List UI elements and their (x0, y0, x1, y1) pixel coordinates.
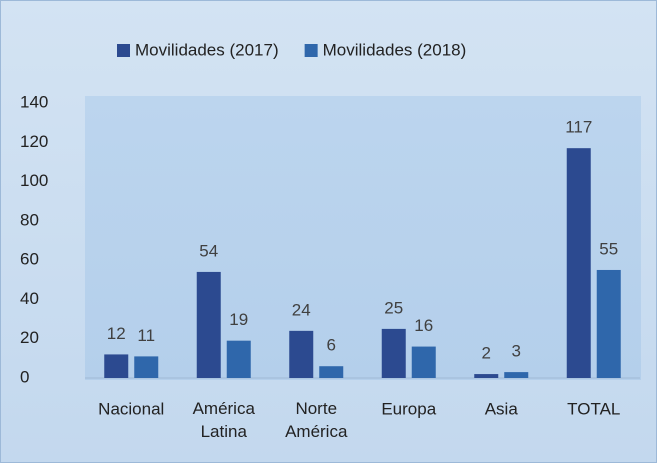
y-tick-label: 60 (20, 250, 39, 269)
bar (566, 148, 591, 378)
data-label: 16 (414, 316, 433, 335)
data-label: 12 (107, 324, 126, 343)
bar (596, 269, 621, 378)
legend-label: Movilidades (2017) (135, 40, 279, 59)
x-tick-label: Europa (381, 399, 436, 418)
data-label: 2 (482, 344, 491, 363)
bar (289, 330, 314, 378)
y-tick-label: 0 (20, 367, 29, 386)
data-label: 3 (512, 342, 521, 361)
bar (319, 366, 344, 378)
legend-label: Movilidades (2018) (323, 40, 467, 59)
plot-area (85, 96, 641, 380)
data-label: 19 (229, 310, 248, 329)
bar (474, 374, 499, 378)
y-tick-label: 20 (20, 328, 39, 347)
x-tick-label: TOTAL (567, 399, 620, 418)
legend-swatch (304, 44, 318, 57)
bar (226, 340, 251, 378)
x-tick-label: Asia (485, 399, 519, 418)
y-tick-label: 140 (20, 92, 48, 111)
bar (196, 271, 221, 378)
y-tick-label: 100 (20, 171, 48, 190)
y-tick-label: 40 (20, 289, 39, 308)
x-tick-label: América Latina (193, 399, 256, 441)
data-label: 25 (384, 298, 403, 317)
bar (381, 328, 406, 378)
data-label: 55 (599, 239, 618, 258)
data-label: 24 (292, 300, 311, 319)
x-tick-label: Norte América (285, 399, 348, 441)
data-label: 54 (199, 241, 218, 260)
data-label: 11 (137, 326, 155, 345)
bar (134, 356, 159, 378)
x-tick-label: Nacional (98, 399, 164, 418)
bar (504, 372, 529, 378)
bar (104, 354, 129, 378)
bar (411, 346, 436, 378)
data-label: 6 (327, 336, 336, 355)
data-label: 117 (565, 118, 592, 137)
y-tick-label: 80 (20, 210, 39, 229)
y-tick-label: 120 (20, 132, 48, 151)
legend-swatch (117, 44, 130, 57)
